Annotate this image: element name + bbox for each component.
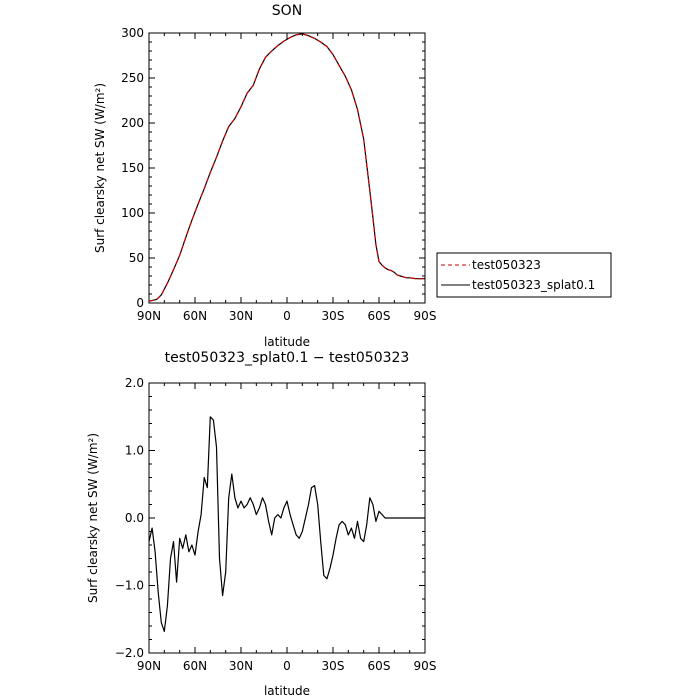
bottom-x-tick-label: 90N — [137, 659, 161, 673]
legend-label-series-1: test050323 — [472, 258, 541, 272]
top-x-tick-label: 60N — [183, 309, 207, 323]
top-x-tick-label: 60S — [368, 309, 391, 323]
bottom-x-tick-label: 90S — [414, 659, 437, 673]
bottom-y-axis-title: Surf clearsky net SW (W/m²) — [86, 433, 100, 603]
top-y-tick-label: 250 — [121, 71, 144, 85]
legend-box — [436, 252, 612, 298]
top-x-tick-label: 0 — [283, 309, 291, 323]
bottom-x-tick-label: 30N — [229, 659, 253, 673]
panel-top: SON 90N 60N 30N 0 30S 60S 90S 0 50 100 150 200 250 30… — [93, 3, 436, 349]
bottom-x-axis-title: latitude — [264, 684, 310, 698]
top-x-tick-label: 30S — [322, 309, 345, 323]
bottom-y-tick-label: 1.0 — [125, 444, 144, 458]
top-series-line-1 — [148, 33, 425, 302]
panel-bottom: test050323_splat0.1 − test050323 90N 60N 3… — [86, 350, 436, 698]
top-y-axis-title: Surf clearsky net SW (W/m²) — [93, 83, 107, 253]
top-x-axis-title: latitude — [264, 335, 310, 349]
top-x-tick-label: 30N — [229, 309, 253, 323]
top-y-tick-label: 300 — [121, 26, 144, 40]
top-series-line-2 — [148, 33, 425, 302]
top-axes: 90N 60N 30N 0 30S 60S 90S 0 50 100 150 200 250 300 — [121, 26, 436, 323]
bottom-y-tick-label: 0.0 — [125, 511, 144, 525]
bottom-y-tick-label: 2.0 — [125, 376, 144, 390]
top-x-tick-label: 90S — [414, 309, 437, 323]
top-series-group — [148, 33, 425, 302]
legend: test050323 test050323_splat0.1 — [436, 252, 612, 298]
bottom-x-tick-label: 30S — [322, 659, 345, 673]
bottom-chart-title: test050323_splat0.1 − test050323 — [165, 350, 410, 366]
bottom-x-tick-label: 0 — [283, 659, 291, 673]
top-x-tick-label: 90N — [137, 309, 161, 323]
bottom-series-line-1 — [148, 416, 425, 633]
top-y-tick-label: 0 — [136, 296, 144, 310]
top-chart-title: SON — [272, 3, 302, 19]
top-plot-frame — [148, 32, 426, 304]
bottom-series-group — [148, 416, 425, 633]
bottom-x-tick-label: 60N — [183, 659, 207, 673]
bottom-y-tick-label: −1.0 — [115, 579, 144, 593]
top-y-tick-label: 200 — [121, 116, 144, 130]
top-y-tick-label: 50 — [129, 251, 144, 265]
bottom-y-tick-label: −2.0 — [115, 646, 144, 660]
top-y-tick-label: 150 — [121, 161, 144, 175]
legend-label-series-2: test050323_splat0.1 — [472, 278, 595, 292]
top-y-tick-label: 100 — [121, 206, 144, 220]
bottom-x-tick-label: 60S — [368, 659, 391, 673]
bottom-plot-frame — [148, 382, 426, 654]
